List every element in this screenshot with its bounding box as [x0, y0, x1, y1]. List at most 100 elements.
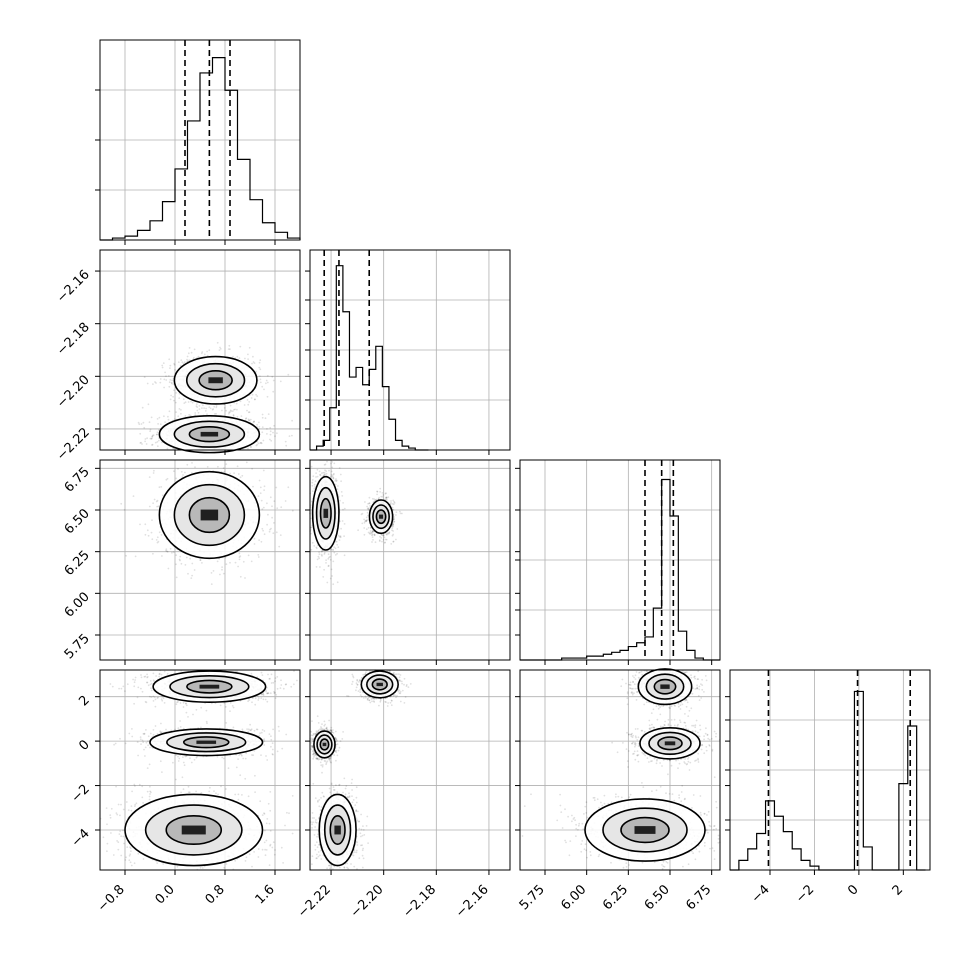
scatter-point [314, 480, 317, 483]
scatter-point [109, 683, 112, 685]
scatter-point [157, 429, 160, 431]
scatter-point [367, 531, 370, 534]
scatter-point [260, 441, 262, 444]
scatter-point [285, 444, 288, 447]
scatter-point [276, 507, 279, 510]
scatter-point [170, 394, 173, 397]
scatter-point [325, 559, 327, 561]
scatter-point [229, 561, 231, 564]
scatter-point [232, 706, 235, 709]
scatter-point [225, 563, 228, 566]
scatter-point [187, 401, 190, 403]
scatter-point [177, 415, 180, 418]
scatter-point [193, 348, 196, 351]
scatter-point [373, 498, 376, 500]
scatter-point [134, 555, 137, 558]
scatter-point [382, 494, 385, 496]
scatter-point [317, 555, 320, 558]
scatter-point [173, 418, 176, 420]
scatter-point [188, 359, 191, 361]
scatter-point [184, 415, 187, 417]
scatter-point [392, 530, 394, 532]
scatter-point [247, 418, 250, 421]
scatter-point [219, 346, 221, 349]
scatter-point [258, 375, 261, 377]
scatter-point [202, 404, 204, 407]
scatter-point [379, 535, 381, 538]
scatter-point [279, 687, 282, 689]
scatter-point [206, 350, 209, 353]
scatter-point [141, 406, 144, 409]
scatter-point [209, 407, 212, 410]
scatter-point [315, 476, 317, 478]
scatter-point [239, 575, 242, 578]
scatter-point [144, 523, 147, 526]
scatter-point [325, 470, 328, 473]
scatter-point [259, 492, 262, 495]
scatter-point [173, 362, 176, 365]
scatter-point [248, 419, 251, 422]
scatter-point [151, 444, 153, 446]
scatter-point [258, 366, 261, 369]
scatter-point [368, 496, 371, 499]
scatter-point [376, 493, 378, 496]
scatter-point [325, 472, 328, 475]
scatter-point [384, 492, 387, 495]
scatter-point [213, 405, 216, 408]
scatter-point [267, 673, 269, 676]
scatter-point [387, 533, 389, 535]
scatter-point [148, 476, 151, 478]
scatter-point [332, 473, 335, 476]
scatter-point [265, 382, 267, 385]
scatter-point [343, 507, 346, 510]
scatter-point [323, 568, 325, 571]
scatter-point [259, 442, 262, 444]
scatter-point [175, 703, 178, 706]
scatter-point [236, 408, 238, 411]
scatter-point [166, 550, 168, 553]
scatter-point [262, 529, 264, 532]
scatter-point [190, 400, 192, 403]
scatter-point [184, 401, 187, 404]
scatter-point [288, 435, 291, 437]
scatter-point [230, 410, 233, 412]
scatter-point [156, 541, 159, 544]
scatter-point [155, 675, 158, 677]
scatter-point [177, 361, 180, 364]
scatter-point [316, 468, 319, 471]
scatter-point [381, 492, 384, 494]
scatter-point [175, 392, 178, 394]
joint-panel-3-0 [99, 669, 298, 871]
scatter-point [396, 528, 399, 530]
scatter-point [334, 554, 337, 556]
scatter-point [151, 519, 153, 521]
scatter-point [152, 502, 155, 505]
scatter-point [313, 545, 316, 547]
density-peak [323, 508, 329, 518]
scatter-point [178, 408, 181, 410]
scatter-point [381, 534, 384, 536]
scatter-point [239, 345, 242, 348]
scatter-point [266, 502, 268, 505]
scatter-point [310, 526, 313, 529]
scatter-point [337, 485, 339, 487]
scatter-point [316, 475, 319, 478]
scatter-point [265, 379, 268, 382]
scatter-point [332, 583, 335, 586]
histogram-2 [520, 478, 720, 661]
scatter-point [191, 562, 194, 565]
scatter-point [343, 535, 345, 537]
scatter-point [201, 407, 203, 409]
scatter-point [187, 572, 189, 575]
scatter-point [233, 408, 235, 411]
scatter-point [329, 577, 332, 580]
scatter-point [335, 540, 338, 543]
scatter-point [263, 533, 266, 536]
scatter-point [144, 438, 147, 440]
scatter-point [227, 348, 230, 350]
scatter-point [174, 401, 177, 404]
scatter-point [194, 412, 197, 414]
scatter-point [331, 466, 334, 469]
scatter-point [123, 509, 126, 511]
scatter-point [313, 487, 316, 490]
